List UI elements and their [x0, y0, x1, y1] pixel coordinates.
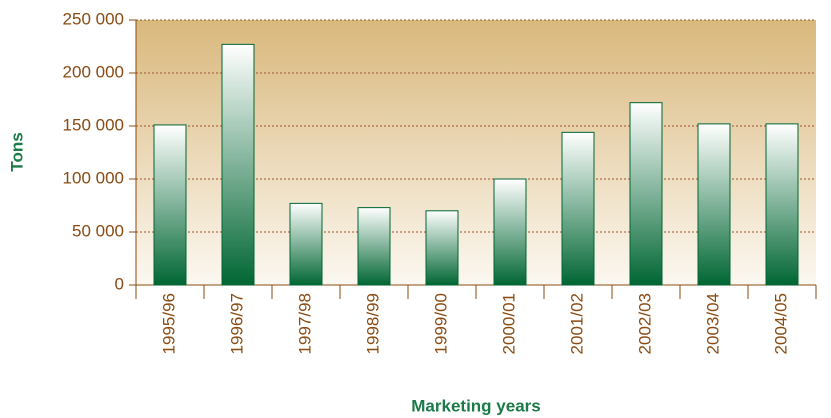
bar: [153, 124, 187, 286]
x-tick-label: 2000/01: [499, 293, 518, 354]
bar: [765, 123, 799, 286]
x-tick-label: 1998/99: [363, 293, 382, 354]
x-tick-label: 1995/96: [159, 293, 178, 354]
bar: [629, 102, 663, 286]
x-tick-label: 2004/05: [771, 293, 790, 354]
x-tick-label: 1997/98: [295, 293, 314, 354]
x-tick-label: 1999/00: [431, 293, 450, 354]
x-tick-label: 2003/04: [703, 293, 722, 354]
bar: [697, 123, 731, 286]
x-tick-label: 1996/97: [227, 293, 246, 354]
bar: [221, 43, 255, 286]
y-tick-label: 0: [115, 274, 124, 293]
y-tick-label: 100 000: [63, 168, 124, 187]
bar: [561, 131, 595, 286]
bar: [289, 202, 323, 286]
y-tick-label: 200 000: [63, 62, 124, 81]
x-tick-label: 2001/02: [567, 293, 586, 354]
y-axis-title: Tons: [7, 132, 26, 171]
x-axis-title: Marketing years: [411, 396, 540, 415]
y-tick-label: 250 000: [63, 9, 124, 28]
bar: [425, 210, 459, 286]
bar: [357, 207, 391, 286]
y-tick-label: 150 000: [63, 115, 124, 134]
y-tick-label: 50 000: [72, 221, 124, 240]
bar: [493, 178, 527, 286]
x-tick-label: 2002/03: [635, 293, 654, 354]
